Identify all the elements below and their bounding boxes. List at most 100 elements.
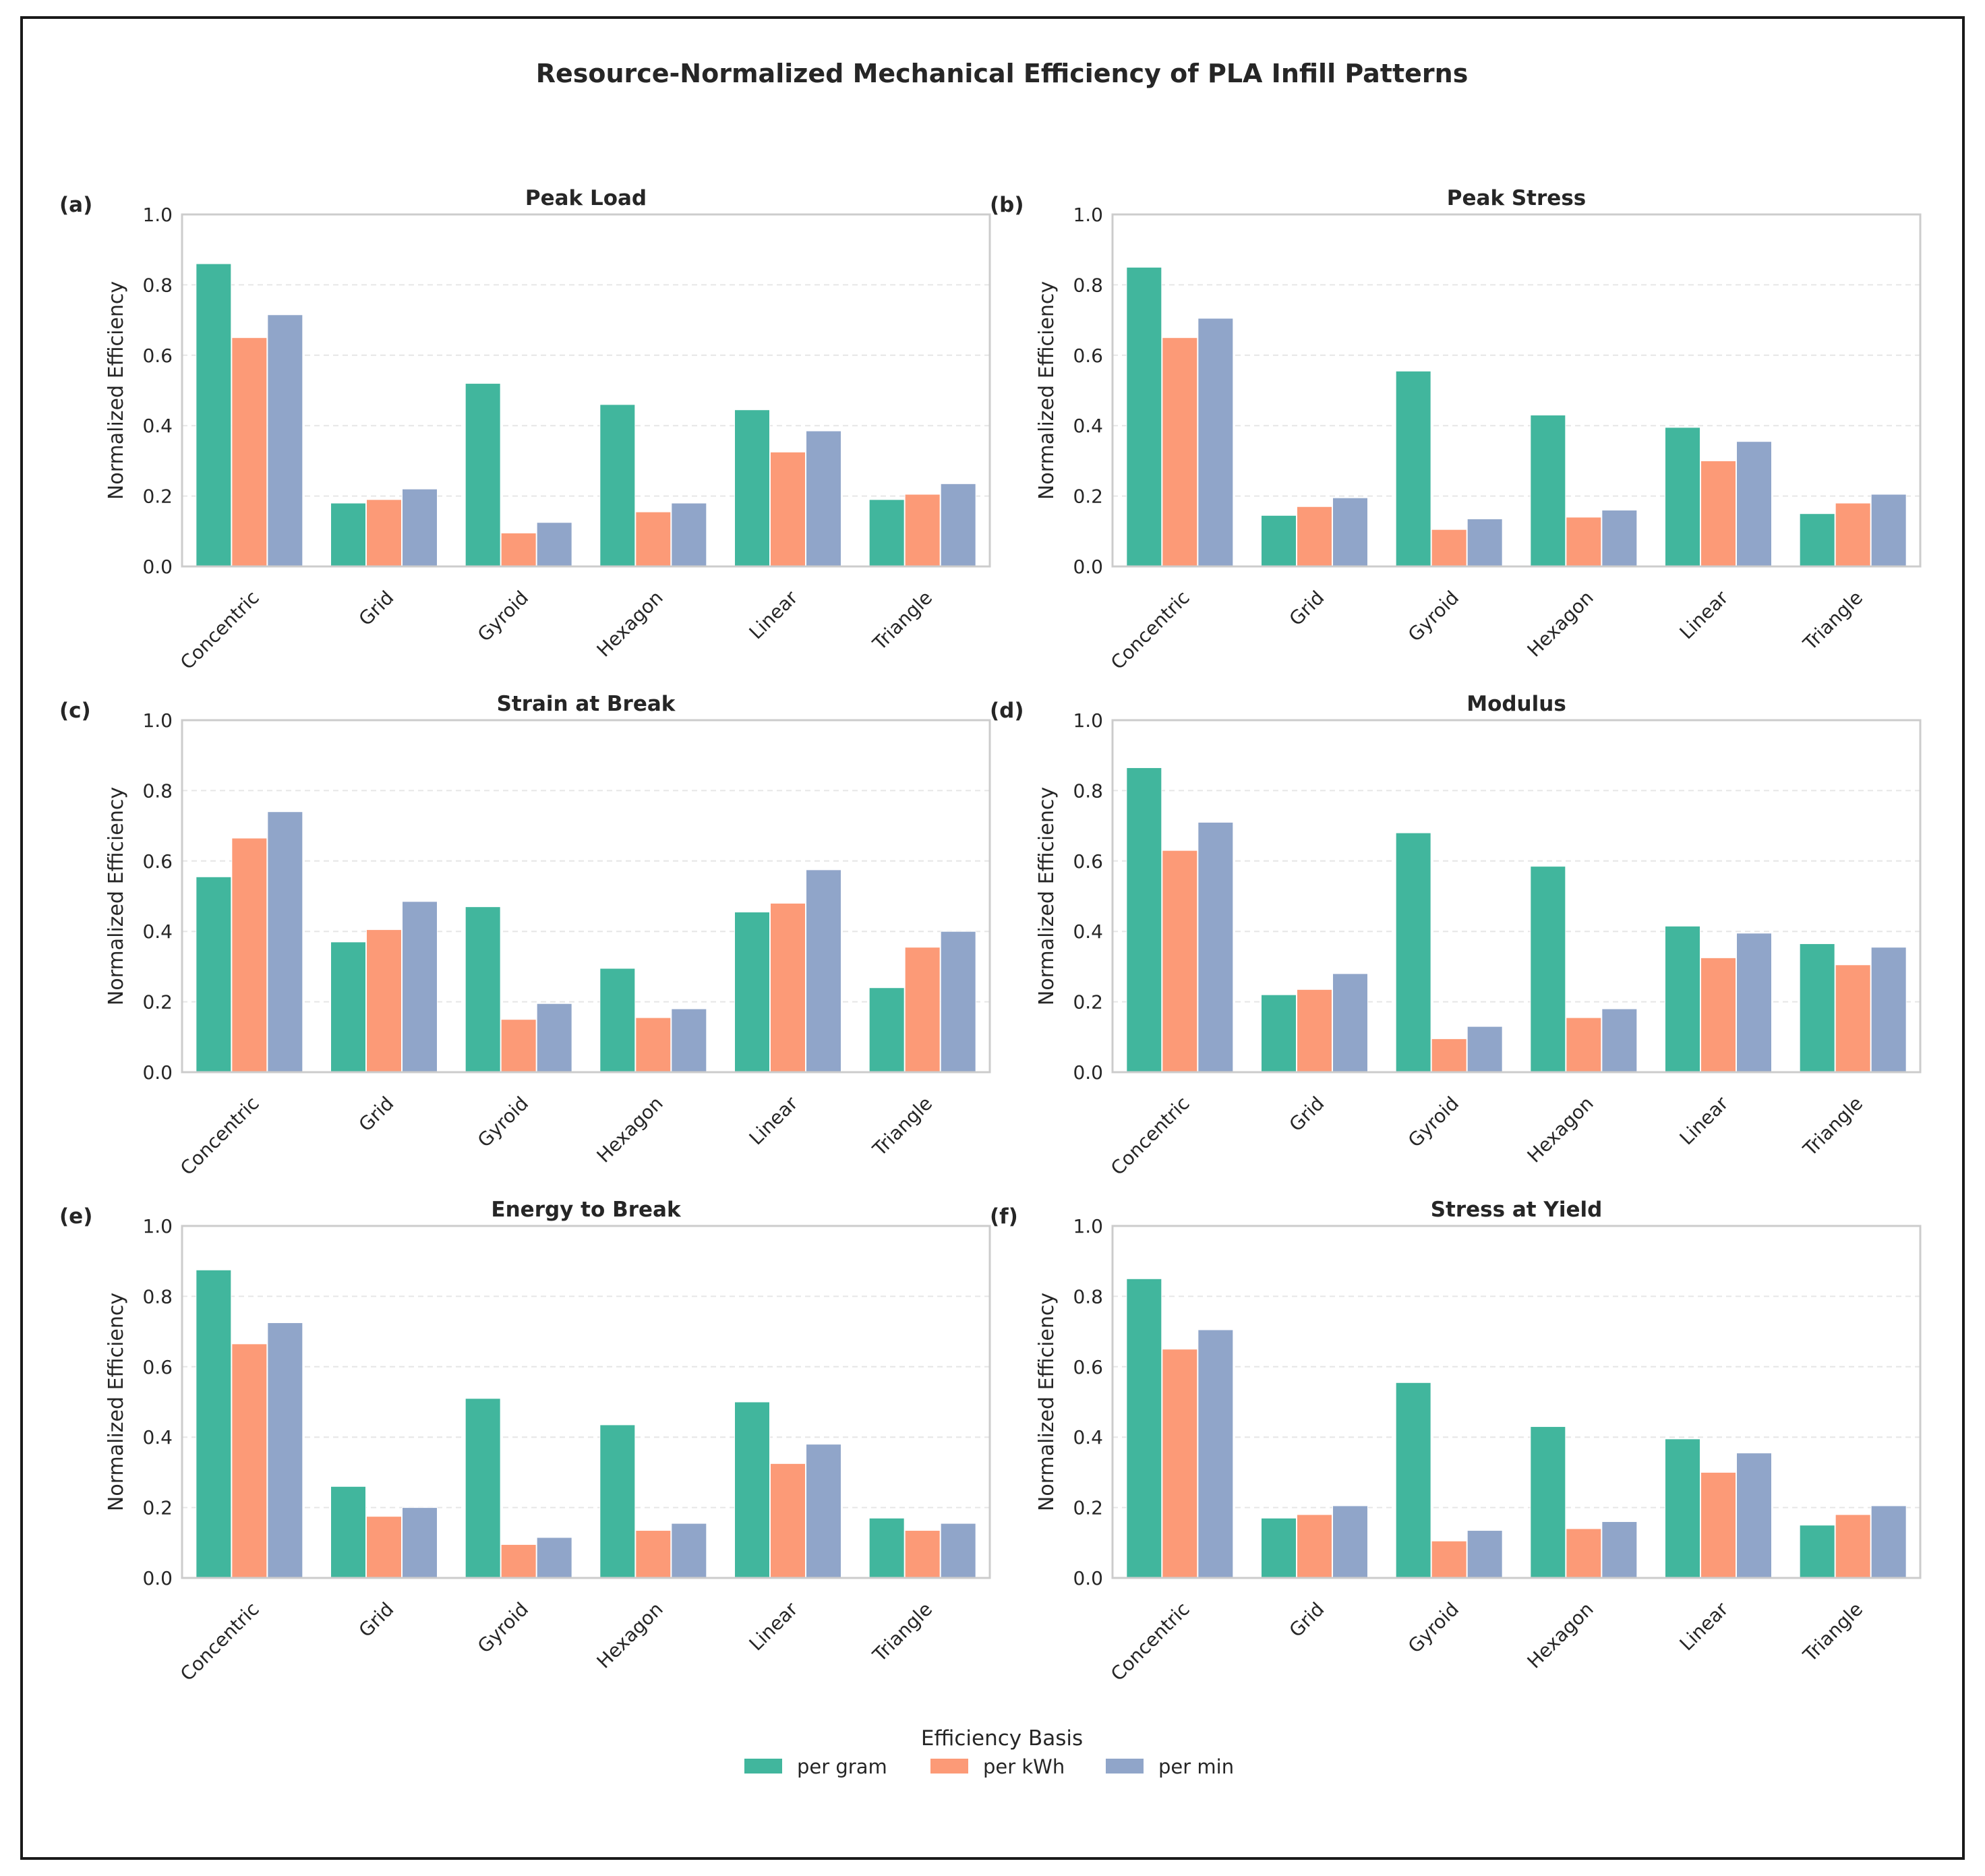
- bar-concentric-per-gram: [196, 263, 232, 567]
- bar-linear-per-kwh: [1700, 957, 1736, 1073]
- panel-label: (c): [59, 699, 91, 723]
- panel-a-plot-area: [182, 214, 990, 566]
- bar-triangle-per-min: [1870, 947, 1907, 1073]
- bar-grid-per-gram: [1261, 515, 1297, 567]
- panel-d-plot-area: [1113, 720, 1920, 1072]
- bar-concentric-per-min: [267, 314, 303, 567]
- bar-grid-per-min: [1332, 497, 1368, 567]
- y-tick-label: 0.0: [142, 1567, 173, 1589]
- bar-concentric-per-kwh: [231, 337, 268, 567]
- bar-grid-per-kwh: [1297, 506, 1332, 567]
- bar-triangle-per-kwh: [1835, 502, 1871, 567]
- bar-concentric-per-min: [267, 811, 303, 1073]
- bar-triangle-per-gram: [1799, 1525, 1835, 1579]
- bar-linear-per-min: [1736, 441, 1772, 567]
- y-tick-label: 1.0: [142, 204, 173, 226]
- y-axis-label: Normalized Efficiency: [1035, 787, 1059, 1005]
- y-tick-label: 0.4: [1073, 1426, 1103, 1448]
- bar-triangle-per-min: [1870, 1505, 1907, 1579]
- bar-gyroid-per-gram: [1395, 832, 1431, 1073]
- bar-linear-per-kwh: [770, 451, 806, 567]
- y-tick-label: 0.0: [142, 1061, 173, 1084]
- y-tick-label: 0.2: [142, 486, 173, 508]
- panel-e-plot-area: [182, 1226, 990, 1578]
- y-tick-label: 0.8: [1073, 780, 1103, 802]
- bar-linear-per-kwh: [770, 1463, 806, 1579]
- bar-linear-per-gram: [1665, 925, 1700, 1073]
- panel-title: Peak Load: [525, 186, 647, 210]
- bar-gyroid-per-min: [536, 522, 572, 567]
- y-tick-label: 0.4: [142, 920, 173, 943]
- bar-grid-per-gram: [1261, 1517, 1297, 1579]
- bar-linear-per-kwh: [1700, 460, 1736, 567]
- bar-concentric-per-min: [1197, 1329, 1234, 1579]
- bar-triangle-per-min: [1870, 494, 1907, 567]
- legend-swatch-per-kwh: [930, 1759, 968, 1774]
- y-tick-label: 0.8: [142, 1285, 173, 1308]
- bar-linear-per-gram: [734, 911, 770, 1073]
- bar-concentric-per-gram: [196, 876, 232, 1073]
- y-tick-label: 0.8: [1073, 1285, 1103, 1308]
- bar-grid-per-gram: [330, 941, 366, 1073]
- y-tick-label: 1.0: [1073, 1215, 1103, 1237]
- bar-grid-per-min: [1332, 1505, 1368, 1579]
- bar-grid-per-kwh: [366, 499, 402, 567]
- y-tick-label: 0.2: [142, 991, 173, 1014]
- y-axis-label: Normalized Efficiency: [1035, 281, 1059, 500]
- bar-hexagon-per-kwh: [635, 511, 672, 567]
- bar-triangle-per-gram: [868, 499, 905, 567]
- panel-c-axes-frame: [181, 719, 991, 1074]
- panel-title: Peak Stress: [1447, 186, 1586, 210]
- bar-hexagon-per-kwh: [1566, 517, 1602, 567]
- y-tick-label: 0.8: [1073, 274, 1103, 296]
- legend-label: per kWh: [983, 1755, 1065, 1778]
- y-tick-label: 0.4: [142, 1426, 173, 1448]
- bar-grid-per-min: [402, 488, 438, 567]
- bar-hexagon-per-min: [671, 1523, 707, 1579]
- y-tick-label: 1.0: [142, 709, 173, 732]
- bar-concentric-per-min: [1197, 318, 1234, 567]
- bar-hexagon-per-min: [671, 1008, 707, 1073]
- panel-title: Modulus: [1466, 692, 1566, 716]
- bar-gyroid-per-min: [536, 1537, 572, 1579]
- bar-gyroid-per-kwh: [1431, 1038, 1467, 1073]
- bar-triangle-per-gram: [1799, 513, 1835, 567]
- y-tick-label: 1.0: [1073, 204, 1103, 226]
- bar-concentric-per-kwh: [1162, 850, 1198, 1073]
- legend-swatch-per-gram: [744, 1759, 782, 1774]
- bar-linear-per-kwh: [1700, 1471, 1736, 1579]
- bar-triangle-per-min: [940, 483, 976, 567]
- y-axis-label: Normalized Efficiency: [105, 787, 128, 1005]
- bar-gyroid-per-gram: [465, 906, 501, 1073]
- bar-gyroid-per-gram: [1395, 1382, 1431, 1579]
- panel-title: Energy to Break: [491, 1198, 682, 1222]
- bar-hexagon-per-gram: [599, 404, 636, 567]
- bar-grid-per-kwh: [1297, 1514, 1332, 1579]
- bar-gyroid-per-min: [1466, 1026, 1503, 1073]
- bar-linear-per-min: [1736, 1453, 1772, 1579]
- bar-concentric-per-gram: [196, 1269, 232, 1579]
- bar-hexagon-per-min: [1601, 1521, 1638, 1579]
- bar-grid-per-gram: [330, 1486, 366, 1579]
- y-tick-label: 0.0: [1073, 1567, 1103, 1589]
- bar-grid-per-min: [402, 901, 438, 1073]
- y-tick-label: 0.6: [1073, 1356, 1103, 1378]
- bar-gyroid-per-kwh: [500, 532, 537, 567]
- y-tick-label: 0.8: [142, 780, 173, 802]
- panel-label: (d): [990, 699, 1024, 723]
- bar-grid-per-min: [402, 1507, 438, 1579]
- legend: Efficiency Basis per gram per kWh per min: [744, 1726, 1234, 1778]
- panel-c-plot-area: [182, 720, 990, 1072]
- bar-hexagon-per-kwh: [1566, 1528, 1602, 1579]
- bar-hexagon-per-kwh: [635, 1017, 672, 1073]
- legend-items: per gram per kWh per min: [744, 1755, 1234, 1778]
- y-axis-label: Normalized Efficiency: [105, 281, 128, 500]
- y-tick-label: 0.2: [1073, 1497, 1103, 1519]
- y-tick-label: 0.6: [142, 1356, 173, 1378]
- bar-hexagon-per-gram: [599, 1424, 636, 1579]
- y-tick-label: 0.2: [142, 1497, 173, 1519]
- y-tick-label: 0.4: [1073, 920, 1103, 943]
- bar-grid-per-kwh: [366, 929, 402, 1073]
